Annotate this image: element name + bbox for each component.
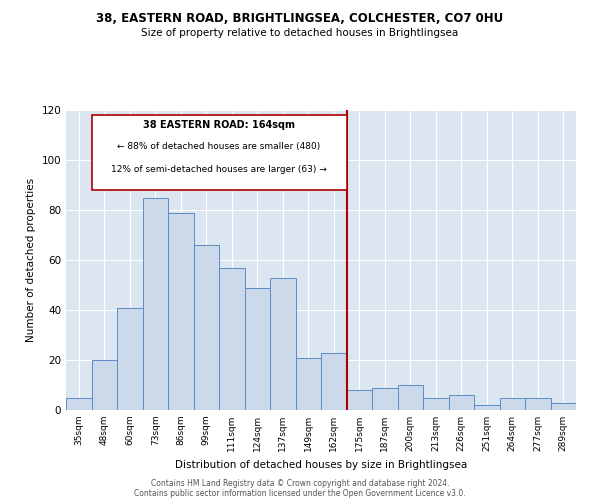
Text: Contains HM Land Registry data © Crown copyright and database right 2024.: Contains HM Land Registry data © Crown c… — [151, 478, 449, 488]
Bar — [143, 198, 168, 410]
Bar — [449, 395, 474, 410]
Bar — [66, 398, 91, 410]
Bar — [91, 360, 117, 410]
X-axis label: Distribution of detached houses by size in Brightlingsea: Distribution of detached houses by size … — [175, 460, 467, 469]
Bar — [219, 268, 245, 410]
Bar — [551, 402, 576, 410]
Bar — [321, 352, 347, 410]
Text: Contains public sector information licensed under the Open Government Licence v3: Contains public sector information licen… — [134, 488, 466, 498]
Bar — [347, 390, 372, 410]
Bar — [245, 288, 270, 410]
Bar — [117, 308, 143, 410]
Bar — [168, 212, 193, 410]
Bar — [193, 245, 219, 410]
Text: Size of property relative to detached houses in Brightlingsea: Size of property relative to detached ho… — [142, 28, 458, 38]
Text: 12% of semi-detached houses are larger (63) →: 12% of semi-detached houses are larger (… — [111, 165, 327, 174]
Bar — [423, 398, 449, 410]
Bar — [525, 398, 551, 410]
Bar — [270, 278, 296, 410]
Text: 38 EASTERN ROAD: 164sqm: 38 EASTERN ROAD: 164sqm — [143, 120, 295, 130]
Y-axis label: Number of detached properties: Number of detached properties — [26, 178, 36, 342]
Text: ← 88% of detached houses are smaller (480): ← 88% of detached houses are smaller (48… — [118, 142, 320, 152]
Text: 38, EASTERN ROAD, BRIGHTLINGSEA, COLCHESTER, CO7 0HU: 38, EASTERN ROAD, BRIGHTLINGSEA, COLCHES… — [97, 12, 503, 26]
Bar — [296, 358, 321, 410]
Bar — [372, 388, 398, 410]
Bar — [474, 405, 499, 410]
Bar — [499, 398, 525, 410]
FancyBboxPatch shape — [91, 115, 347, 190]
Bar — [398, 385, 423, 410]
